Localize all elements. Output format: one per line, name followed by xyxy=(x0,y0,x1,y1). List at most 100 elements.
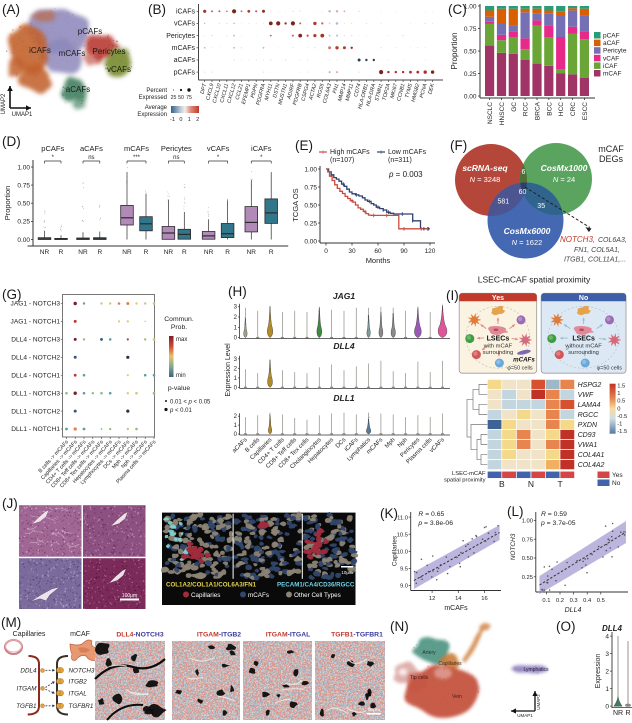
svg-text:NR: NR xyxy=(78,249,88,256)
svg-text:VWA1: VWA1 xyxy=(578,442,598,449)
svg-text:DLL1 - NOTCH3: DLL1 - NOTCH3 xyxy=(11,390,60,397)
svg-text:GC: GC xyxy=(511,102,518,112)
svg-text:iCAFs: iCAFs xyxy=(251,144,272,153)
svg-text:11.0: 11.0 xyxy=(397,515,408,521)
svg-text:pCAFs: pCAFs xyxy=(41,144,64,153)
svg-text:aCAF: aCAF xyxy=(603,40,620,47)
svg-text:0.50: 0.50 xyxy=(522,556,533,562)
svg-text:(C): (C) xyxy=(448,2,467,17)
svg-text:min: min xyxy=(176,373,186,379)
svg-text:φ=50 cells: φ=50 cells xyxy=(507,366,533,372)
svg-text:2: 2 xyxy=(605,668,609,675)
svg-text:CRC: CRC xyxy=(570,102,577,116)
svg-text:3: 3 xyxy=(234,305,238,311)
svg-text:*: * xyxy=(52,155,55,161)
svg-text:1: 1 xyxy=(234,423,238,429)
svg-text:mCAFs: mCAFs xyxy=(172,45,196,52)
svg-text:DDL4: DDL4 xyxy=(20,668,37,675)
svg-text:mCAFs: mCAFs xyxy=(444,605,468,612)
svg-text:JAG1 - NOTCH1: JAG1 - NOTCH1 xyxy=(11,319,61,326)
svg-text:(K): (K) xyxy=(380,506,398,521)
svg-text:vCAFs: vCAFs xyxy=(107,65,131,74)
svg-text:581: 581 xyxy=(497,199,509,206)
svg-text:DLL4: DLL4 xyxy=(602,624,623,633)
svg-text:6: 6 xyxy=(521,169,525,176)
svg-text:pCAFs: pCAFs xyxy=(78,27,102,36)
svg-text:vCAFs: vCAFs xyxy=(207,144,230,153)
svg-text:Expression: Expression xyxy=(595,654,602,689)
svg-text:aCAFs: aCAFs xyxy=(66,85,90,94)
svg-text:0.75: 0.75 xyxy=(522,537,533,543)
svg-text:ITGAM-ITGB2: ITGAM-ITGB2 xyxy=(197,632,241,639)
svg-text:DLL4: DLL4 xyxy=(333,341,355,351)
svg-text:12: 12 xyxy=(429,596,435,602)
svg-text:CD74: CD74 xyxy=(353,83,362,98)
svg-text:60: 60 xyxy=(519,189,527,196)
svg-text:ESCC: ESCC xyxy=(582,102,589,120)
svg-text:ITGAL: ITGAL xyxy=(69,690,88,697)
svg-text:0: 0 xyxy=(605,703,609,710)
svg-text:0.1: 0.1 xyxy=(542,598,550,604)
svg-text:ITGB2: ITGB2 xyxy=(69,679,88,686)
svg-text:DLL4-NOTCH3: DLL4-NOTCH3 xyxy=(116,632,163,639)
svg-text:Expression: Expression xyxy=(137,112,167,118)
svg-text:0: 0 xyxy=(234,385,238,391)
svg-text:RGS5: RGS5 xyxy=(316,83,326,99)
svg-text:R: R xyxy=(625,710,630,717)
svg-text:ns: ns xyxy=(88,155,94,161)
svg-text:CD93: CD93 xyxy=(578,432,596,439)
svg-text:CosMx6000: CosMx6000 xyxy=(504,226,551,236)
svg-text:0.75: 0.75 xyxy=(17,182,30,189)
svg-text:φ=50 cells: φ=50 cells xyxy=(597,366,623,372)
svg-text:UMAP2: UMAP2 xyxy=(536,694,541,710)
svg-text:ITGAM: ITGAM xyxy=(17,686,38,693)
svg-text:0.00: 0.00 xyxy=(464,93,477,100)
svg-text:Proportion: Proportion xyxy=(3,186,12,221)
svg-text:NR: NR xyxy=(247,249,257,256)
svg-text:R: R xyxy=(59,249,64,256)
svg-text:CSPG4: CSPG4 xyxy=(301,83,311,102)
svg-text:NR: NR xyxy=(164,249,174,256)
svg-text:0.75: 0.75 xyxy=(304,184,317,191)
svg-text:25: 25 xyxy=(171,95,177,101)
svg-text:Vein: Vein xyxy=(452,694,462,700)
svg-text:PECAM1/CA4/CD36/RGCC: PECAM1/CA4/CD36/RGCC xyxy=(277,582,355,589)
svg-text:0: 0 xyxy=(179,117,182,123)
svg-text:ACTA2: ACTA2 xyxy=(308,83,318,102)
svg-text:(G): (G) xyxy=(2,287,22,302)
svg-text:LSEC-mCAF: LSEC-mCAF xyxy=(452,471,486,477)
svg-text:Capillaries: Capillaries xyxy=(392,535,399,566)
svg-text:MUSTN1: MUSTN1 xyxy=(278,83,289,106)
svg-text:Commun.: Commun. xyxy=(164,316,194,323)
svg-text:Pericytes: Pericytes xyxy=(166,33,195,40)
svg-text:3: 3 xyxy=(605,651,609,658)
svg-text:-1: -1 xyxy=(617,422,622,428)
svg-text:DLL4 - NOTCH3: DLL4 - NOTCH3 xyxy=(11,337,60,344)
svg-text:PCNA: PCNA xyxy=(419,83,429,99)
svg-text:Expression Level: Expression Level xyxy=(225,343,232,397)
svg-text:No: No xyxy=(579,295,588,302)
svg-text:1: 1 xyxy=(617,391,620,397)
svg-text:RCC: RCC xyxy=(523,102,530,116)
svg-text:0.25: 0.25 xyxy=(304,220,317,227)
svg-text:vCAFs: vCAFs xyxy=(174,21,196,28)
svg-text:COL1A2/COL1A1/COL6A3/FN1: COL1A2/COL1A1/COL6A3/FN1 xyxy=(166,582,257,589)
svg-text:30: 30 xyxy=(348,248,356,255)
svg-text:DEK: DEK xyxy=(427,83,436,96)
svg-text:Average: Average xyxy=(145,105,168,111)
svg-text:TYMS: TYMS xyxy=(404,83,414,99)
svg-text:PDGFRA: PDGFRA xyxy=(255,83,267,106)
svg-text:ITGAM-ITGAL: ITGAM-ITGAL xyxy=(266,632,311,639)
svg-text:COL4A1: COL4A1 xyxy=(578,452,605,459)
svg-text:+: + xyxy=(321,150,325,157)
svg-text:HSPG2: HSPG2 xyxy=(578,382,602,389)
svg-text:0: 0 xyxy=(234,336,238,342)
svg-text:VWF: VWF xyxy=(578,392,594,399)
svg-text:TOP2A: TOP2A xyxy=(382,83,392,102)
svg-text:CCNB1: CCNB1 xyxy=(396,83,406,102)
svg-text:0.00: 0.00 xyxy=(304,238,317,245)
svg-text:0.5: 0.5 xyxy=(617,399,625,405)
svg-text:Capillaries: Capillaries xyxy=(13,631,46,638)
svg-text:NSCLC: NSCLC xyxy=(487,102,494,124)
svg-text:R: R xyxy=(97,249,102,256)
